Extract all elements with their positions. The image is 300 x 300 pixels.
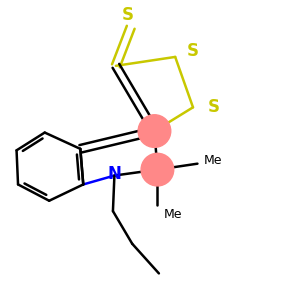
- Circle shape: [138, 115, 171, 147]
- Text: S: S: [122, 6, 134, 24]
- Text: Me: Me: [163, 208, 182, 221]
- Text: S: S: [208, 98, 220, 116]
- Circle shape: [141, 153, 174, 186]
- Text: N: N: [107, 165, 122, 183]
- Text: Me: Me: [203, 154, 222, 167]
- Text: S: S: [187, 42, 199, 60]
